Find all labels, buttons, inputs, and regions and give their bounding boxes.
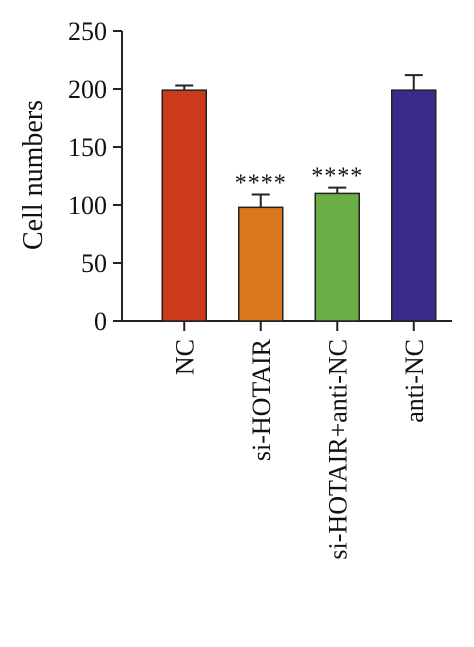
category-labels: NC si-HOTAIR si-HOTAIR+anti-NC anti-NC — [170, 338, 429, 559]
y-tick-label: 250 — [68, 17, 107, 46]
category-label: anti-NC — [400, 339, 429, 423]
category-label: NC — [170, 339, 199, 375]
y-tick-label: 100 — [68, 191, 107, 220]
error-bars-group — [175, 74, 423, 208]
category-label: si-HOTAIR — [247, 338, 276, 461]
bar-anti-nc — [391, 89, 437, 322]
y-tick-label: 50 — [81, 249, 107, 278]
x-axis — [122, 320, 452, 331]
bars-group — [161, 89, 437, 322]
y-axis: 0 50 100 150 200 250 — [68, 17, 123, 336]
y-tick-label: 200 — [68, 75, 107, 104]
y-tick-label: 0 — [94, 307, 107, 336]
significance-marker: **** — [235, 171, 287, 197]
y-tick-label: 150 — [68, 133, 107, 162]
significance-marker: **** — [311, 164, 363, 190]
significance-annotations: **** **** — [235, 164, 363, 197]
bar-nc — [161, 89, 207, 322]
y-axis-label: Cell numbers — [18, 100, 49, 250]
category-label: si-HOTAIR+anti-NC — [323, 339, 352, 560]
bar-si-hotair — [238, 206, 284, 322]
bar-si-hotair-anti-nc — [314, 192, 360, 322]
